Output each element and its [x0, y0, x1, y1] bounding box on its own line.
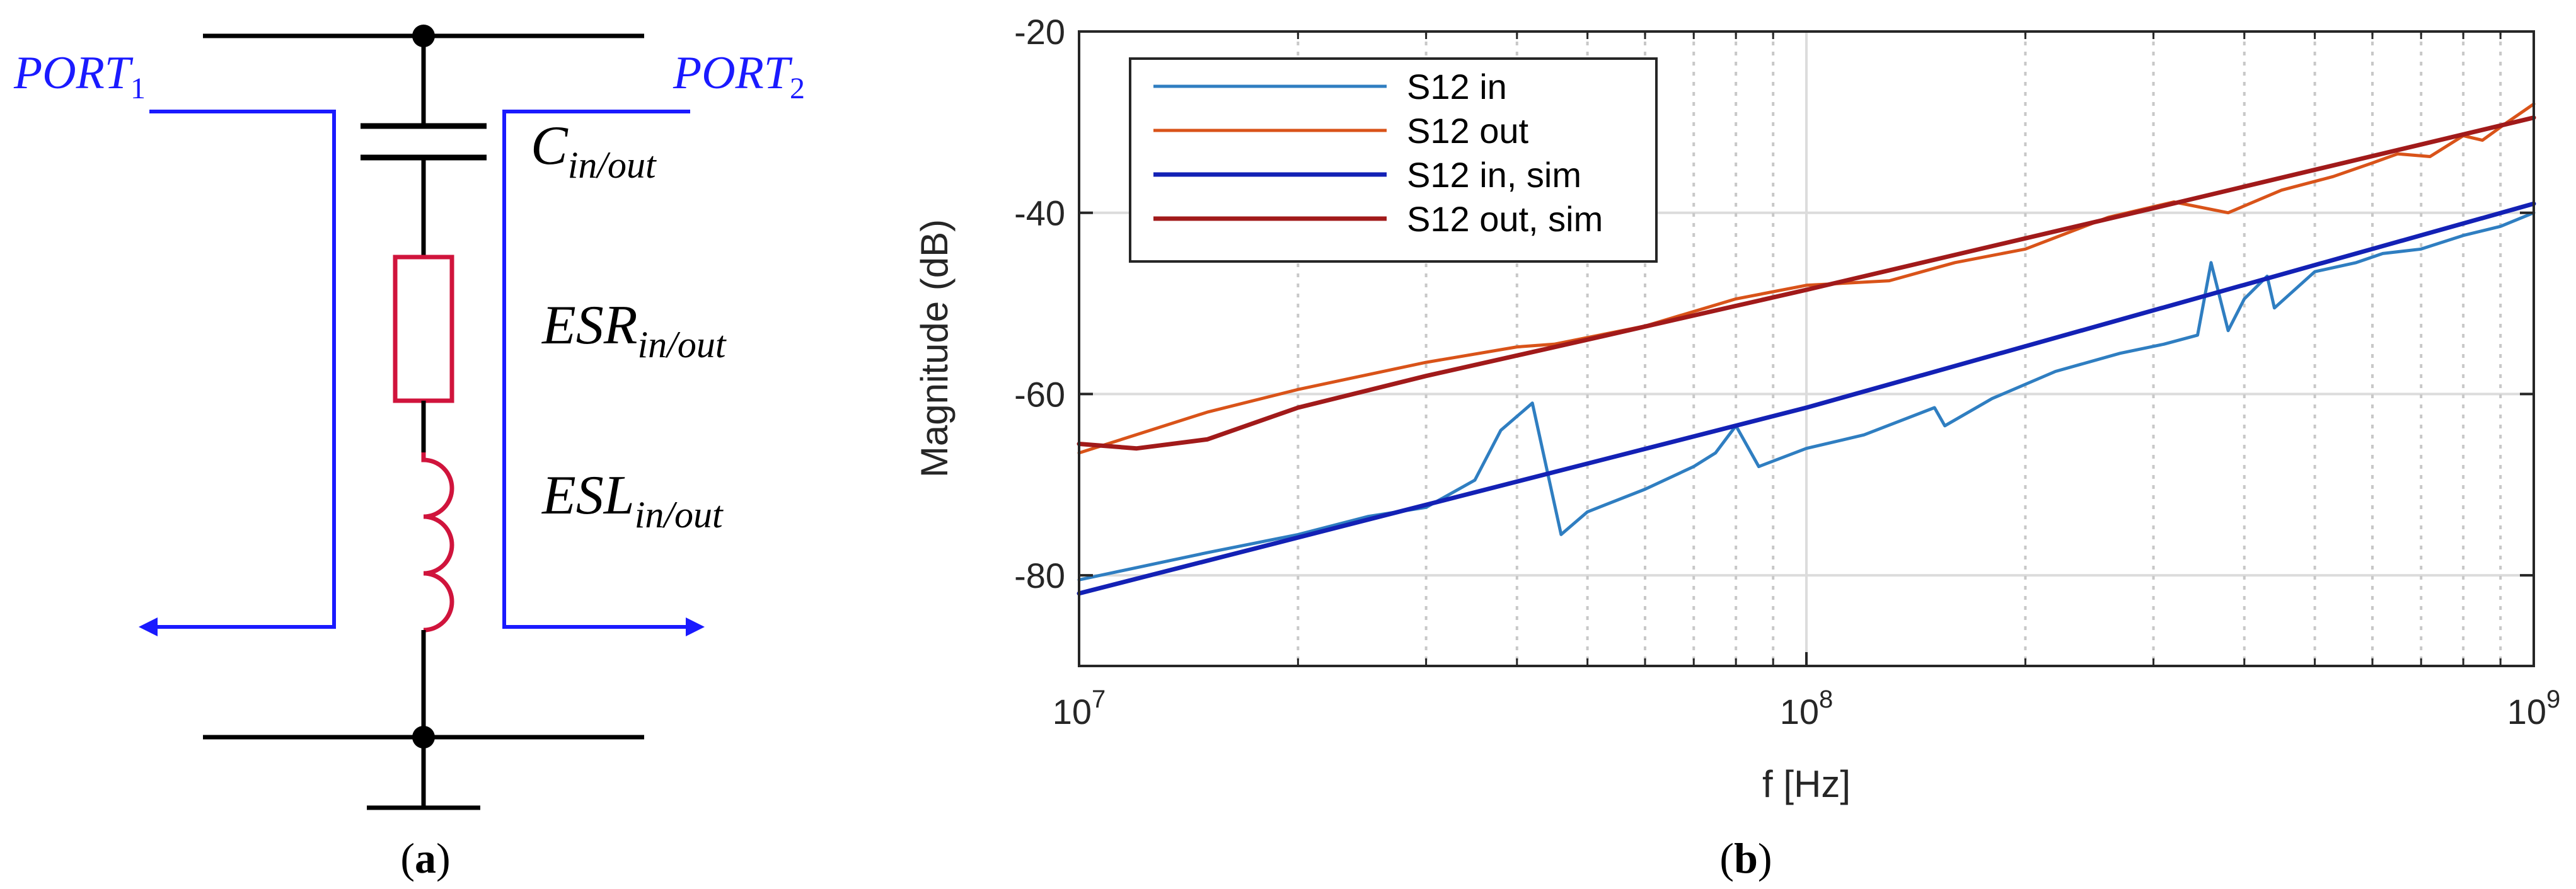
caption-a: (a): [400, 834, 450, 882]
series-line-s12-out: [1077, 102, 2536, 455]
y-tick-label: -60: [1014, 374, 1065, 414]
chart: -20 -40 -60 -80 107 108 109 Magnitude (dB) f […: [913, 12, 2560, 882]
legend-label: S12 in: [1407, 67, 1507, 106]
port1-arrowhead: [139, 617, 158, 636]
y-tick-label: -80: [1014, 556, 1065, 595]
circuit-diagram: PORT1 PORT2 Cin/out ESRin/out ESLin/out …: [13, 25, 805, 882]
x-axis-label: f [Hz]: [1762, 763, 1851, 805]
esl-inductor-symbol: [421, 452, 454, 633]
port2-label: PORT2: [673, 47, 805, 105]
series-layer: [1077, 102, 2536, 596]
esr-resistor-symbol: [393, 255, 454, 403]
port2-path: [502, 110, 690, 629]
legend-label: S12 out, sim: [1407, 199, 1603, 239]
y-tick-label: -40: [1014, 193, 1065, 233]
esr-label: ESRin/out: [541, 295, 727, 365]
legend-box: [1129, 57, 1658, 263]
port2-arrowhead: [686, 617, 705, 636]
legend-label: S12 out: [1407, 111, 1528, 151]
esl-label: ESLin/out: [541, 465, 724, 536]
x-tick-label: 109: [2507, 685, 2561, 731]
capacitor-label: Cin/out: [531, 115, 657, 186]
y-axis-label: Magnitude (dB): [913, 219, 956, 478]
y-tick-label: -20: [1014, 12, 1065, 52]
port1-path: [149, 110, 336, 629]
x-tick-label: 107: [1053, 685, 1106, 731]
caption-b: (b): [1719, 834, 1772, 882]
port1-label: PORT1: [13, 47, 146, 105]
ticks: -20 -40 -60 -80 107 108 109: [1014, 12, 2560, 731]
series-line-s12-in: [1077, 211, 2536, 582]
series-line-s12-out-sim: [1077, 115, 2536, 451]
series-line-s12-in-sim: [1077, 201, 2536, 596]
x-tick-label: 108: [1780, 685, 1834, 731]
legend-label: S12 in, sim: [1407, 155, 1581, 195]
